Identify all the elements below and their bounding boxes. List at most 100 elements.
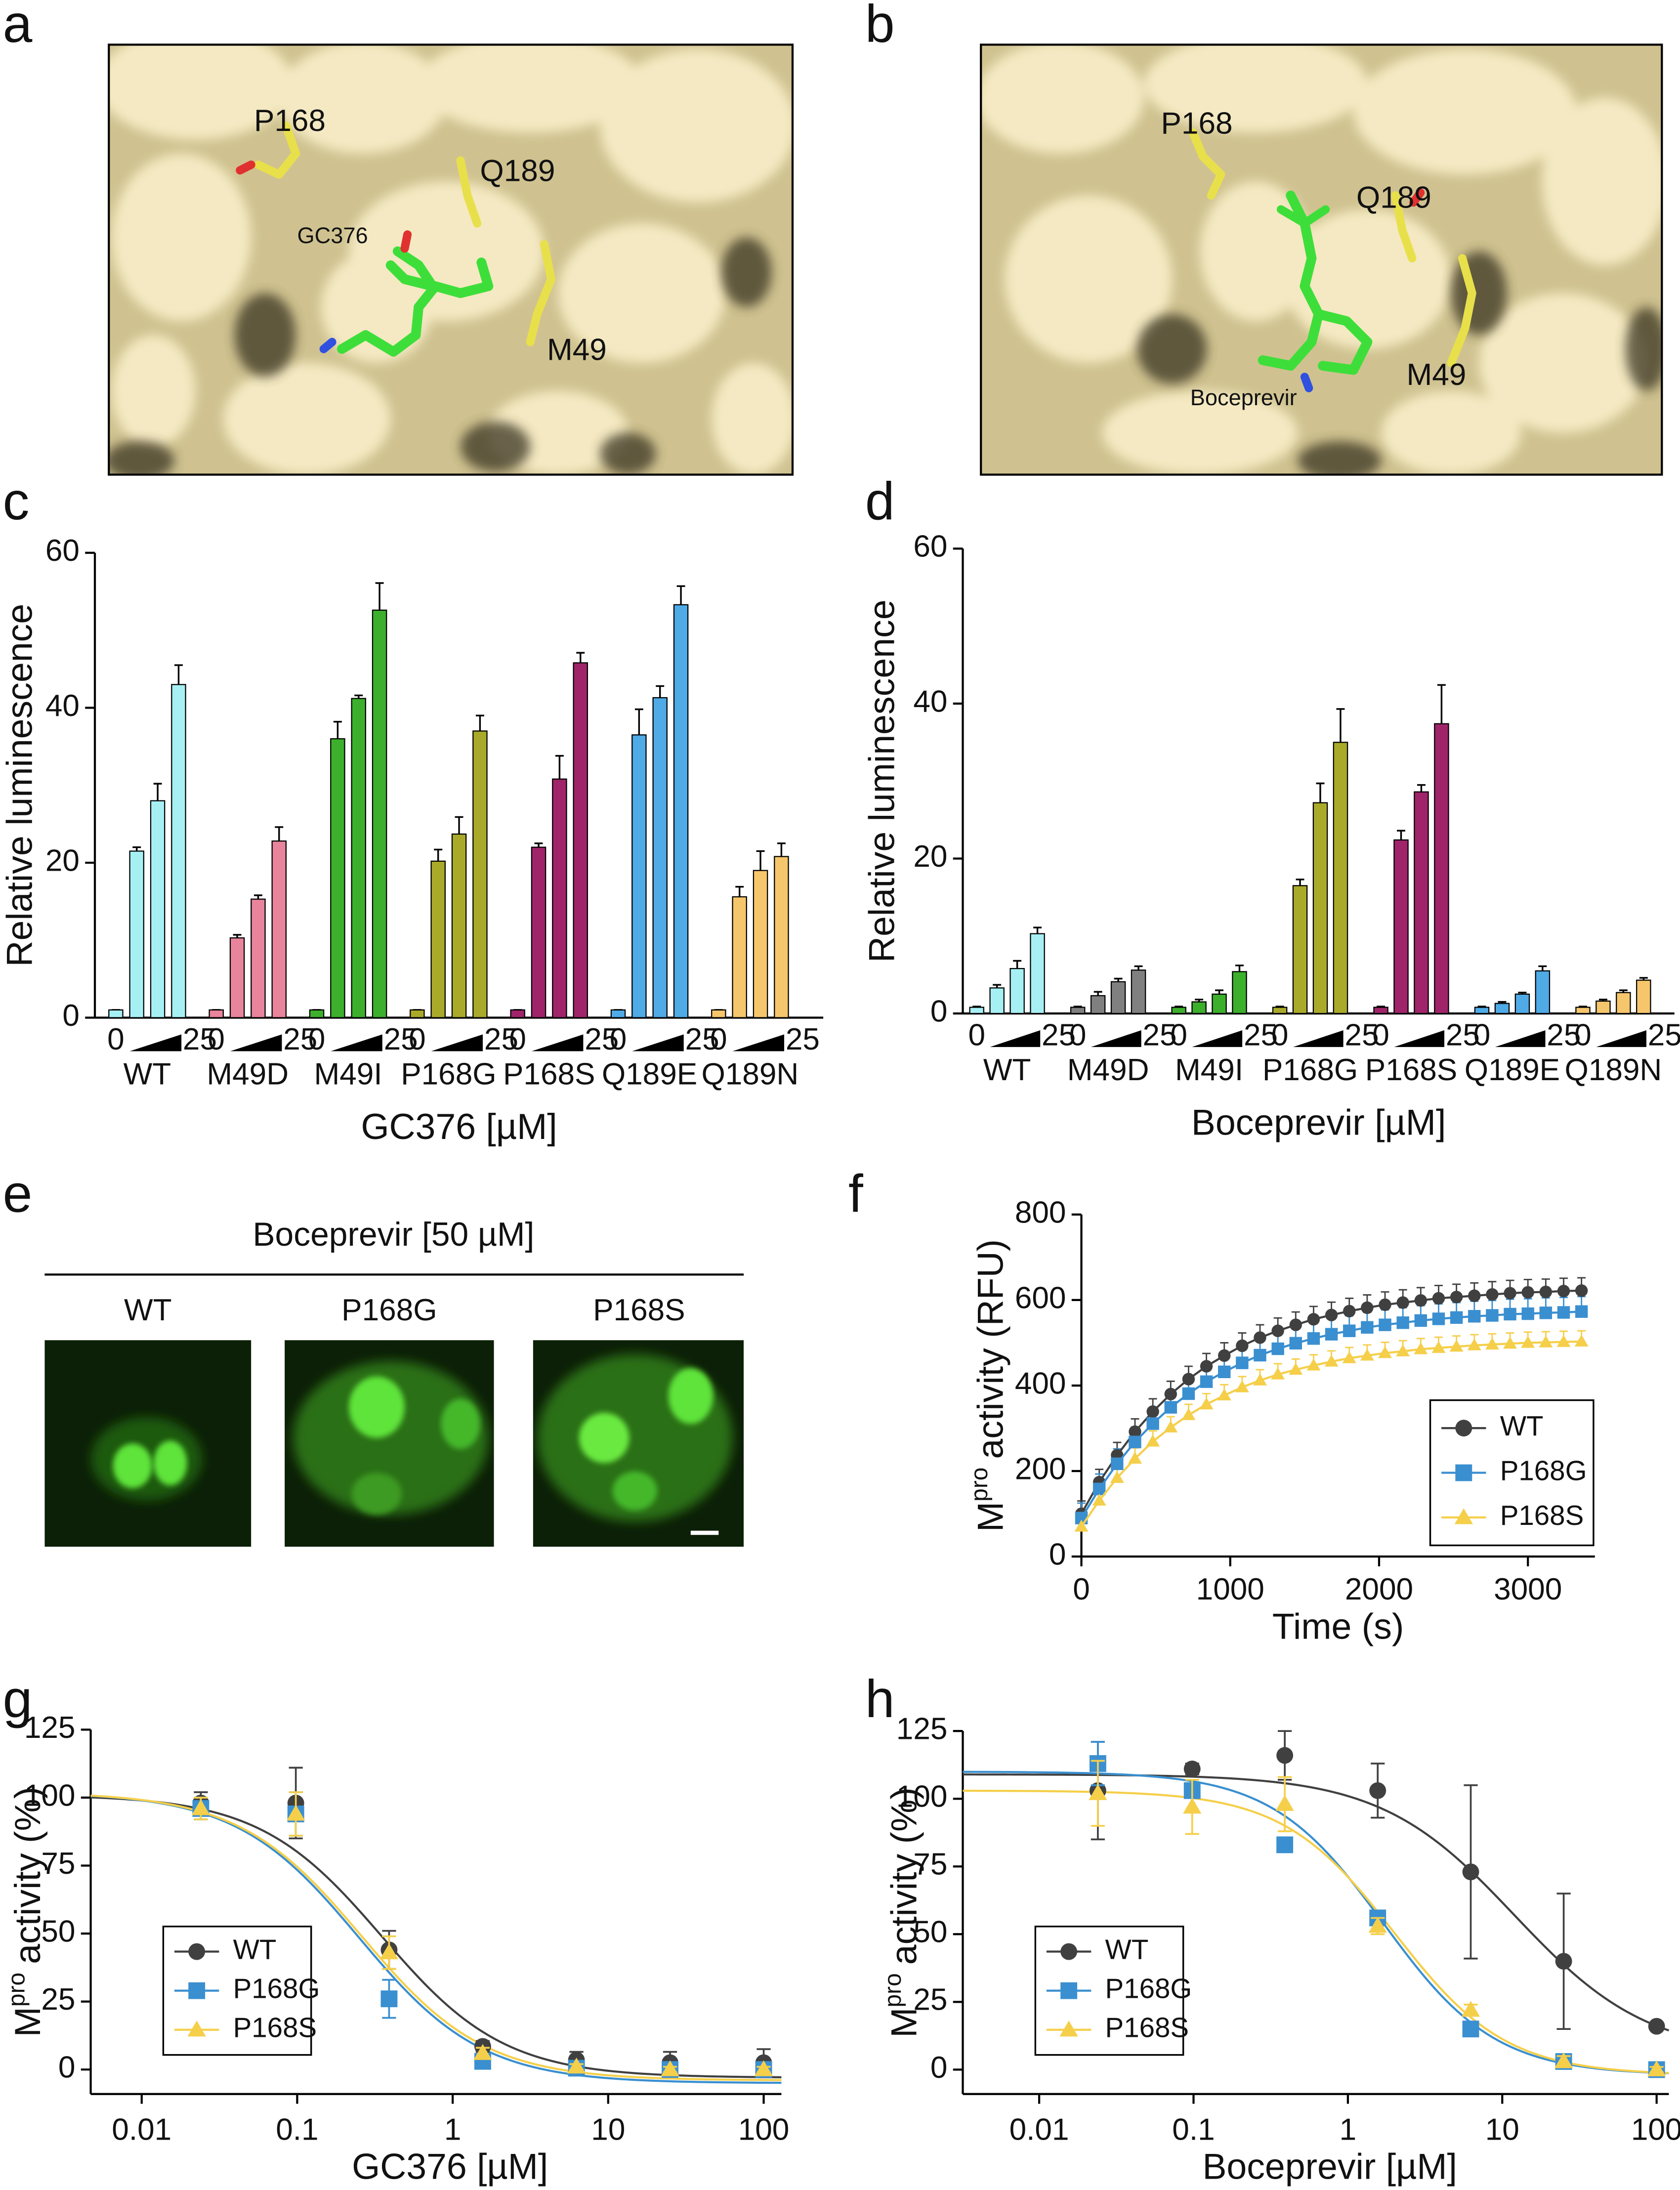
bar [1494, 1003, 1510, 1014]
marker [1504, 1287, 1516, 1300]
panel-letter: h [865, 1669, 895, 1728]
residue-label: P168 [254, 104, 326, 138]
x-tick-label: Q189N [1564, 1053, 1662, 1087]
marker [1218, 1349, 1231, 1362]
dose-wedge [632, 1034, 684, 1052]
marker [1414, 1342, 1428, 1354]
x-tick-label: 10 [1485, 2112, 1519, 2147]
marker [1306, 1358, 1321, 1371]
marker [1468, 1310, 1481, 1323]
dose-wedge [1091, 1030, 1141, 1047]
dose-label: 25 [1143, 1018, 1177, 1052]
panel-letter: f [848, 1164, 863, 1223]
bar [108, 1009, 124, 1018]
y-tick-label: 600 [1015, 1281, 1066, 1315]
x-tick-label: M49D [207, 1057, 289, 1092]
marker [1521, 1307, 1534, 1320]
marker [1271, 1324, 1284, 1337]
bar [969, 1007, 984, 1014]
residue-label: P168 [1161, 107, 1233, 141]
image-label: WT [124, 1293, 172, 1327]
marker [1200, 1375, 1213, 1388]
y-tick-label: 50 [913, 1915, 947, 1949]
bar [1474, 1007, 1490, 1014]
panel-letter: a [3, 0, 33, 53]
bar [552, 778, 567, 1018]
dose-label: 25 [484, 1022, 518, 1056]
dose-label: 0 [308, 1022, 326, 1056]
y-axis-label: Relative luminescence [862, 599, 902, 963]
marker [1557, 1306, 1570, 1319]
y-tick-label: 20 [45, 843, 80, 878]
marker [754, 2060, 773, 2076]
legend-marker [1455, 1420, 1472, 1437]
y-tick-label: 0 [1049, 1537, 1066, 1571]
marker [1378, 1346, 1392, 1358]
y-tick-label: 800 [1015, 1195, 1066, 1229]
dose-label: 25 [283, 1022, 317, 1056]
marker [1128, 1451, 1142, 1464]
bar [1535, 970, 1551, 1014]
y-tick-label: 100 [24, 1778, 76, 1812]
y-axis-label-sup: pro [966, 1467, 993, 1501]
marker [1432, 1292, 1445, 1305]
ligand-label: Boceprevir [1190, 385, 1297, 410]
x-tick-label: 0.1 [276, 2112, 318, 2147]
dose-wedge [331, 1034, 382, 1052]
y-tick-label: 60 [45, 534, 80, 568]
bar [1090, 995, 1106, 1014]
marker [1254, 1348, 1266, 1362]
marker [1450, 1291, 1463, 1304]
marker [1074, 1519, 1089, 1532]
bar [1636, 979, 1651, 1014]
marker [1253, 1373, 1267, 1386]
marker [1181, 1408, 1196, 1420]
marker [1324, 1354, 1339, 1367]
x-tick-label: P168S [1365, 1053, 1457, 1087]
legend-label: P168G [1105, 1973, 1192, 2004]
legend-marker [1060, 1943, 1078, 1960]
y-axis-label-part: M [884, 2008, 924, 2038]
residue-label: Q189 [1356, 180, 1431, 214]
marker [1414, 1294, 1428, 1307]
dose-label: 25 [1244, 1018, 1278, 1052]
marker [1521, 1336, 1535, 1348]
bar [1009, 968, 1025, 1014]
bar [1292, 885, 1308, 1014]
marker [473, 2044, 492, 2060]
marker [1575, 1305, 1588, 1318]
marker [1236, 1339, 1249, 1352]
bar [150, 800, 166, 1018]
y-tick-label: 40 [913, 684, 947, 718]
dose-label: 0 [1170, 1018, 1187, 1052]
bar [1393, 839, 1409, 1014]
bar [1616, 992, 1631, 1014]
x-tick-label: M49D [1067, 1053, 1149, 1087]
x-tick-label: P168G [401, 1057, 496, 1092]
legend-marker [188, 1982, 206, 1999]
bar [1434, 723, 1449, 1014]
dose-label: 0 [610, 1022, 627, 1056]
marker [1539, 1306, 1553, 1319]
y-axis-label-sup: pro [3, 1973, 30, 2007]
legend-label: WT [1500, 1410, 1544, 1441]
marker [1539, 1285, 1553, 1299]
dose-label: 0 [1069, 1018, 1087, 1052]
x-axis-label: GC376 [µM] [352, 2147, 548, 2187]
x-tick-label: Q189E [1465, 1053, 1560, 1087]
marker [1271, 1342, 1284, 1355]
marker [1432, 1312, 1445, 1325]
y-axis-label-part: activity (RFU) [970, 1239, 1011, 1459]
marker [1275, 1795, 1294, 1811]
marker [1486, 1288, 1499, 1301]
marker [1396, 1316, 1409, 1329]
bar [1131, 969, 1146, 1014]
marker [1218, 1365, 1231, 1378]
bar [1312, 802, 1328, 1014]
dose-wedge [1495, 1030, 1546, 1047]
y-tick-label: 75 [913, 1848, 947, 1882]
y-tick-label: 60 [913, 530, 947, 564]
marker [1486, 1309, 1499, 1322]
dose-label: 0 [1271, 1018, 1289, 1052]
dose-label: 25 [786, 1022, 820, 1056]
